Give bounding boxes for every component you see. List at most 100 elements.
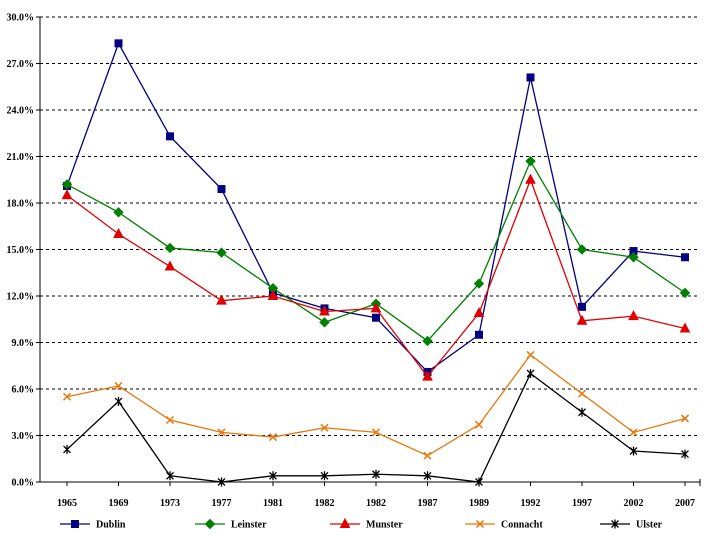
y-tick-label: 24.0% <box>7 106 35 117</box>
x-tick-label: 1973 <box>160 498 180 509</box>
gridlines <box>40 16 700 436</box>
y-tick-label: 21.0% <box>7 152 35 163</box>
y-tick-label: 18.0% <box>7 199 35 210</box>
data-point-leinster <box>576 244 588 255</box>
x-tick-label: 2002 <box>624 498 644 509</box>
x-tick-label: 1965 <box>57 498 77 509</box>
data-point-connacht <box>371 428 381 437</box>
axes <box>36 16 701 486</box>
y-tick-label: 30.0% <box>7 13 35 24</box>
data-point-munster <box>473 306 485 318</box>
y-tick-label: 0.0% <box>12 478 35 489</box>
data-point-leinster <box>61 179 73 190</box>
data-point-dublin <box>578 302 586 311</box>
data-point-dublin <box>372 313 380 322</box>
x-tick-label: 1987 <box>418 498 438 509</box>
data-point-connacht <box>474 420 484 429</box>
data-point-connacht <box>577 389 587 398</box>
data-point-ulster <box>114 396 123 406</box>
legend-item-leinster: Leinster <box>195 518 267 531</box>
data-point-ulster <box>629 446 638 456</box>
series-line-munster <box>66 177 686 378</box>
data-point-munster <box>576 314 588 325</box>
y-tick-label: 27.0% <box>7 59 35 70</box>
data-point-munster <box>679 322 691 333</box>
data-point-connacht <box>62 392 72 401</box>
data-point-dublin <box>526 73 535 82</box>
series-leinster <box>61 155 691 347</box>
data-point-ulster <box>578 407 586 417</box>
data-point-dublin <box>114 39 123 48</box>
data-point-leinster <box>216 247 227 258</box>
series-line-ulster <box>66 372 686 483</box>
x-tick-label: 1992 <box>521 498 541 509</box>
data-point-munster <box>267 289 279 300</box>
legend-marker <box>71 520 79 528</box>
data-point-leinster <box>319 317 330 328</box>
series-connacht <box>62 350 690 460</box>
data-point-ulster <box>526 369 535 378</box>
y-tick-label: 6.0% <box>12 385 35 396</box>
data-point-munster <box>319 305 330 316</box>
data-point-munster <box>164 260 176 271</box>
legend-label: Ulster <box>636 520 663 531</box>
data-point-dublin <box>217 185 226 194</box>
y-tick-label: 3.0% <box>12 431 35 442</box>
data-point-dublin <box>475 330 483 339</box>
x-tick-label: 1969 <box>109 498 129 509</box>
data-point-leinster <box>679 287 691 299</box>
data-point-dublin <box>681 253 689 262</box>
data-point-connacht <box>629 428 638 437</box>
x-tick-label: 1982 <box>315 498 335 509</box>
data-point-connacht <box>320 423 329 432</box>
data-point-connacht <box>268 433 278 442</box>
data-point-ulster <box>217 477 226 487</box>
legend-item-ulster: Ulster <box>600 519 663 531</box>
data-point-ulster <box>475 477 483 487</box>
series-line-connacht <box>66 353 686 457</box>
legend-label: Connacht <box>501 520 543 531</box>
y-tick-labels: 0.0% 3.0% 6.0% 9.0% 12.0% 15.0% 18.0% 21.0% 24.0… <box>7 13 35 489</box>
data-point-connacht <box>114 381 123 390</box>
legend-label: Munster <box>366 520 403 531</box>
y-tick-label: 12.0% <box>7 292 35 303</box>
data-point-leinster <box>113 207 124 218</box>
data-point-dublin <box>166 132 174 141</box>
data-point-connacht <box>217 428 226 437</box>
x-tick-label: 1997 <box>572 498 592 509</box>
x-tick-label: 1989 <box>469 498 489 509</box>
data-point-leinster <box>473 278 485 289</box>
data-point-munster <box>61 189 73 200</box>
legend: Dublin Leinster Munster Connacht Ulster <box>60 517 663 531</box>
data-point-leinster <box>422 335 433 347</box>
data-point-munster <box>370 302 382 313</box>
legend-item-connacht: Connacht <box>465 520 543 531</box>
data-point-leinster <box>164 242 176 254</box>
data-point-ulster <box>63 444 71 454</box>
data-point-munster <box>422 370 433 381</box>
data-point-ulster <box>681 449 689 459</box>
data-point-leinster <box>525 155 536 167</box>
series-lines <box>61 39 691 487</box>
y-tick-label: 9.0% <box>12 338 35 349</box>
data-point-munster <box>628 310 639 321</box>
data-point-ulster <box>372 469 380 479</box>
series-munster <box>61 173 691 381</box>
legend-marker <box>611 519 619 529</box>
data-point-connacht <box>526 350 535 359</box>
x-tick-label: 1981 <box>263 498 283 509</box>
x-tick-label: 1977 <box>212 498 232 509</box>
data-point-connacht <box>165 415 175 425</box>
data-point-ulster <box>320 471 329 481</box>
data-point-ulster <box>269 471 277 481</box>
legend-label: Leinster <box>231 520 267 531</box>
data-point-leinster <box>628 252 639 263</box>
x-tick-label: 1982 <box>366 498 386 509</box>
legend-label: Dublin <box>96 520 126 531</box>
data-point-ulster <box>423 471 432 481</box>
data-point-munster <box>525 173 536 184</box>
series-dublin <box>63 39 689 376</box>
x-tick-label: 2007 <box>675 498 695 509</box>
x-tick-labels: 1965 1969 1973 1977 1981 1982 1982 1987 1989 1992… <box>57 498 695 509</box>
